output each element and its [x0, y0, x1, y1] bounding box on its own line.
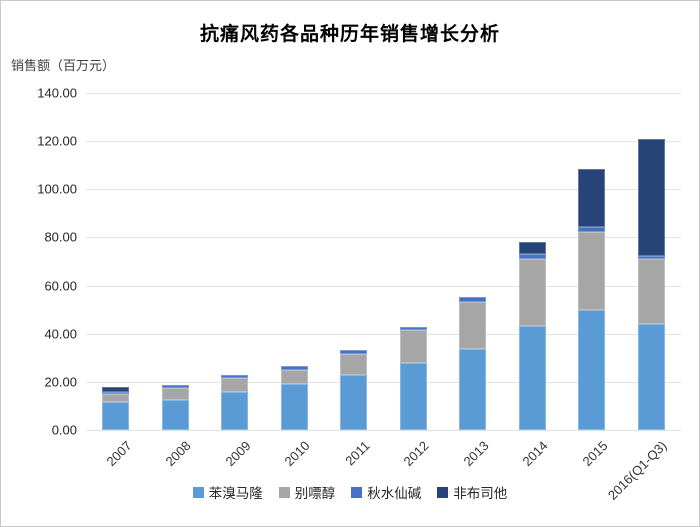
legend-item-别嘌醇: 别嘌醇 — [278, 482, 336, 502]
legend-swatch-icon — [437, 486, 449, 498]
legend-swatch-icon — [278, 486, 290, 498]
y-tick-label: 20.00 — [44, 374, 77, 390]
gridline-y-80 — [86, 237, 681, 239]
y-axis-title: 销售额（百万元） — [11, 58, 116, 73]
gridline-y-60 — [86, 285, 681, 287]
x-axis-label: 2009 — [222, 438, 254, 470]
bar-segment-秋水仙碱 — [340, 350, 368, 354]
x-axis-label: 2010 — [281, 438, 313, 470]
chart-title: 抗痛风药各品种历年销售增长分析 — [199, 24, 500, 45]
legend: 苯溴马隆 别嘌醇 秋水仙碱 非布司他 — [1, 482, 699, 502]
bar-2014 — [518, 93, 546, 430]
y-tick-label: 140.00 — [37, 85, 77, 101]
bar-segment-别嘌醇 — [102, 393, 130, 403]
gridline-y-0 — [86, 430, 681, 431]
x-axis-label: 2007 — [103, 438, 135, 470]
bar-segment-别嘌醇 — [399, 330, 427, 363]
legend-label: 秋水仙碱 — [367, 486, 422, 501]
bar-2015 — [578, 93, 606, 430]
y-tick-label: 80.00 — [44, 229, 77, 245]
bar-segment-非布司他 — [637, 139, 665, 257]
bar-segment-别嘌醇 — [340, 353, 368, 376]
x-axis-label: 2012 — [400, 438, 432, 470]
bar-segment-秋水仙碱 — [518, 253, 546, 259]
gridline-y-140 — [86, 93, 681, 94]
x-axis-label: 2011 — [341, 438, 373, 469]
bar-segment-苯溴马隆 — [459, 348, 487, 430]
bar-2007 — [102, 93, 130, 430]
bar-2011 — [340, 93, 368, 430]
bar-2013 — [459, 93, 487, 430]
bar-segment-苯溴马隆 — [280, 383, 308, 430]
bar-segment-非布司他 — [518, 242, 546, 254]
bar-segment-秋水仙碱 — [280, 366, 308, 370]
bar-segment-苯溴马隆 — [221, 392, 249, 430]
bar-segment-别嘌醇 — [161, 388, 189, 400]
bar-segment-秋水仙碱 — [399, 326, 427, 331]
bar-segment-秋水仙碱 — [578, 227, 606, 232]
legend-swatch-icon — [192, 486, 204, 498]
bar-segment-别嘌醇 — [459, 302, 487, 349]
bar-segment-别嘌醇 — [578, 231, 606, 310]
bar-segment-非布司他 — [578, 168, 606, 228]
bar-segment-苯溴马隆 — [399, 362, 427, 430]
bar-segment-苯溴马隆 — [578, 309, 606, 430]
legend-label: 苯溴马隆 — [208, 486, 263, 501]
bar-segment-苯溴马隆 — [340, 375, 368, 430]
x-axis-label: 2008 — [162, 438, 194, 470]
plot-area: 140.00 120.00 100.00 80.00 60.00 40.00 20.00 0.… — [37, 86, 681, 503]
gridline-y-20 — [86, 381, 681, 383]
gridline-y-100 — [86, 189, 681, 191]
bar-segment-秋水仙碱 — [161, 384, 189, 389]
bar-2008 — [161, 93, 189, 430]
bar-2010 — [280, 93, 308, 430]
bar-segment-苯溴马隆 — [161, 399, 189, 430]
bar-segment-别嘌醇 — [280, 369, 308, 384]
x-axis-label: 2014 — [519, 438, 551, 470]
bar-segment-秋水仙碱 — [102, 391, 130, 394]
bar-2016(Q1-Q3) — [637, 93, 665, 430]
y-tick-label: 40.00 — [44, 326, 77, 342]
legend-label: 非布司他 — [453, 486, 508, 501]
bar-segment-别嘌醇 — [518, 258, 546, 327]
x-axis-label: 2015 — [579, 438, 611, 470]
bar-segment-别嘌醇 — [637, 258, 665, 324]
gridline-y-40 — [86, 333, 681, 335]
legend-label: 别嘌醇 — [294, 486, 336, 501]
bar-2012 — [399, 93, 427, 430]
bar-segment-秋水仙碱 — [637, 256, 665, 259]
x-axis-label: 2013 — [460, 438, 492, 470]
bar-segment-秋水仙碱 — [221, 374, 249, 379]
y-tick-label: 100.00 — [37, 181, 77, 197]
bar-segment-别嘌醇 — [221, 378, 249, 393]
legend-item-苯溴马隆: 苯溴马隆 — [192, 482, 263, 502]
bar-segment-苯溴马隆 — [518, 326, 546, 430]
gridline-y-120 — [86, 141, 681, 143]
bar-segment-苯溴马隆 — [102, 402, 130, 430]
y-tick-label: 120.00 — [37, 133, 77, 149]
bar-segment-苯溴马隆 — [637, 323, 665, 430]
bar-2009 — [221, 93, 249, 430]
bar-segment-非布司他 — [102, 386, 130, 392]
legend-item-非布司他: 非布司他 — [437, 482, 507, 502]
y-tick-label: 0.00 — [51, 422, 77, 438]
bar-segment-秋水仙碱 — [459, 297, 487, 303]
legend-item-秋水仙碱: 秋水仙碱 — [351, 482, 421, 502]
legend-swatch-icon — [351, 486, 363, 498]
y-tick-label: 60.00 — [44, 278, 77, 294]
